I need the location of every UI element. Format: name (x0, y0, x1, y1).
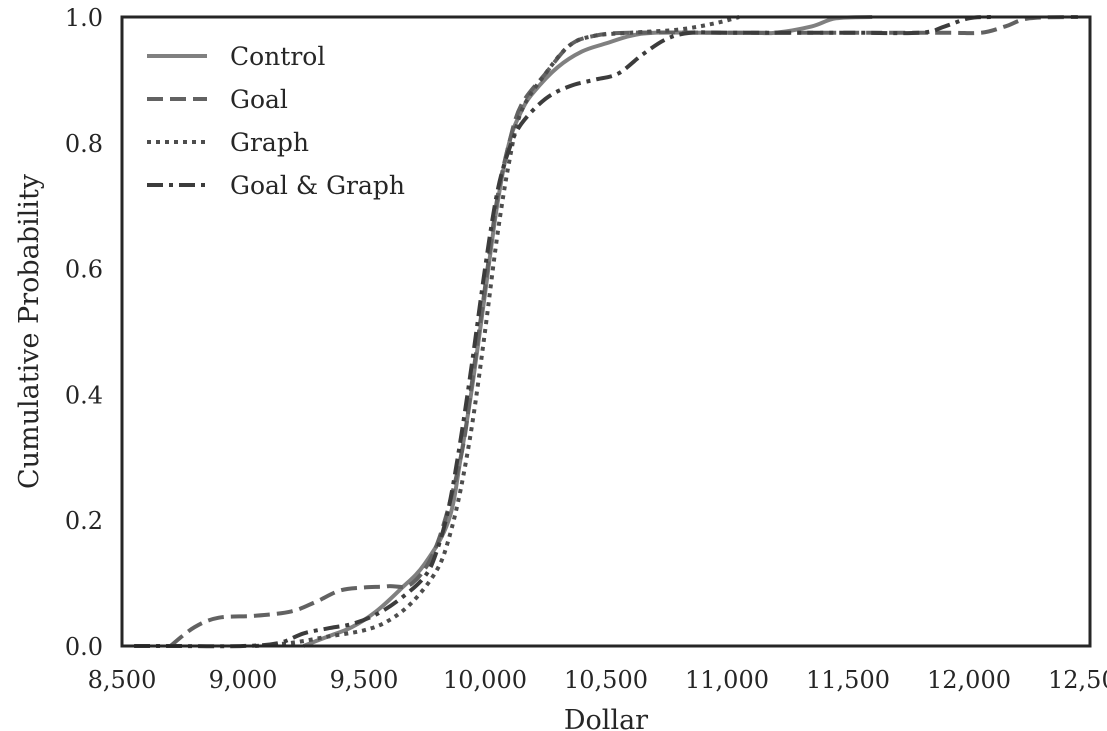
legend-item-graph: Graph (147, 128, 309, 157)
series-line-control (302, 15, 873, 648)
legend-label: Goal (230, 85, 288, 114)
y-tick-label: 1.0 (65, 4, 103, 32)
y-axis: 0.0 0.2 0.4 0.6 0.8 1.0 (65, 4, 103, 661)
x-tick-label: 12,500 (1048, 666, 1107, 694)
plot-frame (120, 15, 1092, 648)
x-tick-label: 8,500 (88, 666, 157, 694)
legend-item-goal-and-graph: Goal & Graph (147, 171, 405, 200)
legend-label: Goal & Graph (230, 171, 405, 200)
x-axis-label: Dollar (564, 705, 648, 731)
x-tick-label: 10,500 (564, 666, 648, 694)
legend-label: Control (230, 42, 325, 71)
x-tick-label: 9,500 (330, 666, 399, 694)
x-tick-label: 9,000 (209, 666, 278, 694)
x-axis: 8,500 9,000 9,500 10,000 10,500 11,000 11,500 1… (88, 666, 1107, 694)
legend-item-control: Control (147, 42, 325, 71)
y-tick-label: 0.0 (65, 633, 103, 661)
y-tick-label: 0.2 (65, 507, 103, 535)
legend-item-goal: Goal (147, 85, 288, 114)
legend: Control Goal Graph Goal & Graph (147, 42, 405, 200)
x-tick-label: 11,000 (685, 666, 769, 694)
y-tick-label: 0.4 (65, 381, 103, 409)
x-tick-label: 12,000 (927, 666, 1011, 694)
y-tick-label: 0.8 (65, 130, 103, 158)
y-axis-label: Cumulative Probability (14, 173, 45, 489)
series-line-graph (254, 15, 740, 648)
series-line-goal (169, 15, 1078, 648)
x-tick-label: 10,000 (443, 666, 527, 694)
plot-lines (134, 15, 1078, 649)
series-line-goal-and-graph (134, 15, 994, 649)
y-tick-label: 0.6 (65, 256, 103, 284)
legend-label: Graph (230, 128, 309, 157)
x-tick-label: 11,500 (806, 666, 890, 694)
